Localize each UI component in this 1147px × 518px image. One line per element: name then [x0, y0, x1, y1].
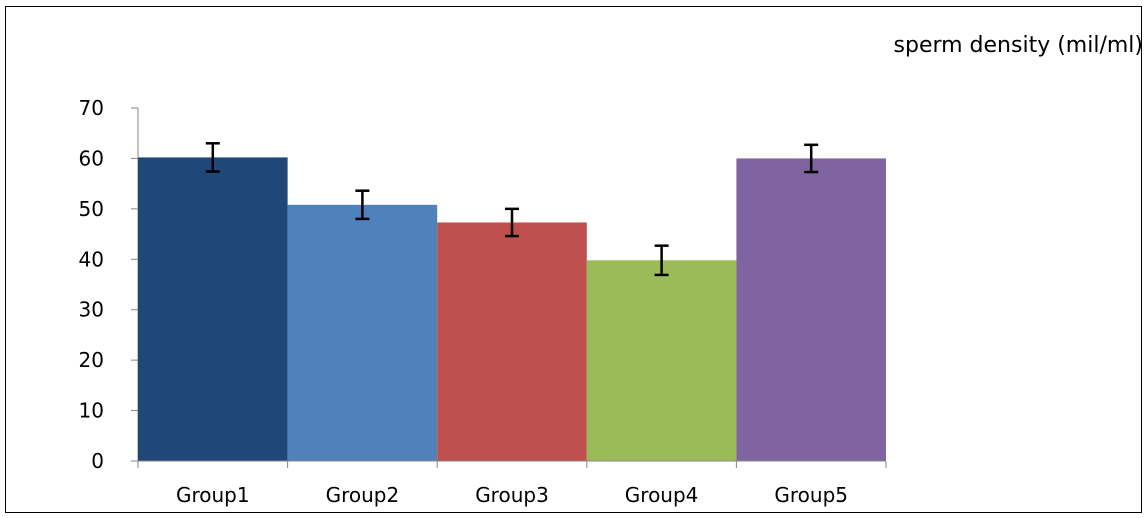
y-tick-label: 40: [79, 247, 104, 271]
error-bar-group1: [205, 142, 220, 173]
x-axis: Group1 Group2 Group3 Group4 Group5: [137, 460, 887, 507]
y-tick-label: 0: [91, 449, 104, 473]
y-tick-label: 20: [79, 348, 104, 372]
x-category-label: Group3: [475, 483, 549, 507]
x-category-label: Group2: [326, 483, 400, 507]
error-bar-group4: [654, 244, 669, 277]
y-tick-label: 60: [79, 146, 104, 170]
error-bar-group3: [505, 207, 519, 238]
y-tick-label: 30: [79, 298, 104, 322]
y-tick-label: 50: [79, 197, 104, 221]
x-category-label: Group5: [774, 483, 848, 507]
x-category-label: Group1: [176, 483, 250, 507]
bar-group2: [287, 204, 438, 461]
y-axis: 0 10 20 30 40 50 60 70: [79, 96, 139, 473]
y-tick-label: 10: [79, 399, 104, 423]
x-category-label: Group4: [625, 483, 699, 507]
bar-group1: [138, 157, 288, 462]
bar-group3: [437, 222, 587, 461]
bar-group5: [736, 158, 886, 461]
error-bar-group5: [804, 143, 819, 174]
error-bars: [205, 142, 819, 277]
error-bar-group2: [355, 189, 370, 221]
y-tick-label: 70: [79, 96, 104, 120]
chart-title: sperm density (mil/ml): [894, 33, 1143, 58]
bar-group4: [586, 260, 737, 461]
bars: [138, 157, 886, 462]
